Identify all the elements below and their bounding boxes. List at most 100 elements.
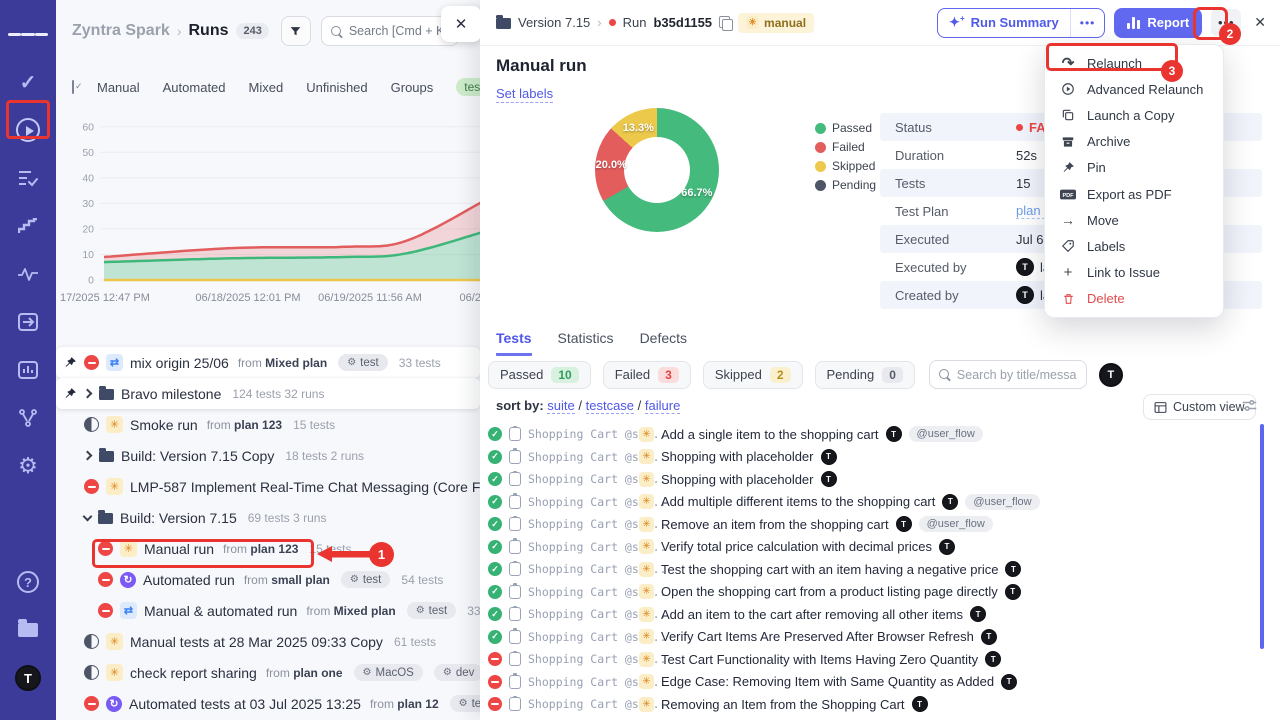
close-panel-button[interactable]: ✕ — [441, 6, 480, 42]
projects-folder-icon[interactable] — [8, 610, 48, 650]
run-list-item[interactable]: ✳ LMP-587 Implement Real-Time Chat Messag… — [56, 471, 480, 502]
folder-icon — [99, 386, 114, 400]
donut-percent-label: 66.7% — [681, 187, 713, 200]
run-name: Manual tests at 28 Mar 2025 09:33 Copy — [130, 633, 383, 650]
test-plans-icon[interactable] — [8, 158, 48, 198]
run-list-item[interactable]: ⇄ Manual & automated run from Mixed plan ⚙ t… — [56, 595, 480, 626]
run-list-item[interactable]: ✳ Manual tests at 28 Mar 2025 09:33 Copy 6… — [56, 626, 480, 657]
tab-defects[interactable]: Defects — [639, 330, 688, 346]
chevron-right-icon[interactable] — [82, 450, 93, 461]
pull-requests-icon[interactable] — [8, 302, 48, 342]
run-from-plan: from Mixed plan — [306, 603, 396, 618]
menu-item-delete[interactable]: Delete — [1045, 286, 1223, 312]
tab-statistics[interactable]: Statistics — [557, 330, 614, 346]
legend-label: Skipped — [832, 159, 876, 173]
menu-item-pin[interactable]: Pin — [1045, 155, 1223, 181]
sort-by-testcase[interactable]: testcase — [585, 398, 635, 414]
custom-view-button[interactable]: Custom view — [1143, 394, 1256, 420]
run-more-actions-button[interactable]: ••• — [1211, 9, 1242, 36]
run-list-item[interactable]: ⇄ mix origin 25/06 from Mixed plan ⚙ test 33 … — [56, 347, 480, 378]
pin-icon — [64, 356, 77, 369]
menu-item-export-pdf[interactable]: PDF Export as PDF — [1045, 181, 1223, 207]
select-runs-icon[interactable] — [72, 80, 83, 94]
view-settings-sliders-icon[interactable] — [1242, 399, 1257, 417]
runs-tab-groups[interactable]: Groups — [390, 79, 434, 95]
test-result-row[interactable]: ✓ Shopping Cart @sm... ✳ Add a single item … — [488, 423, 1258, 446]
test-result-row[interactable]: ✓ Shopping Cart @sm... ✳ Add multiple diffe… — [488, 491, 1258, 514]
runs-tab-automated[interactable]: Automated — [162, 79, 226, 95]
run-list-item[interactable]: Build: Version 7.15 Copy 18 tests 2 runs — [56, 440, 480, 471]
run-summary-more-button[interactable]: ••• — [1069, 8, 1105, 37]
runs-tab-mixed[interactable]: Mixed — [248, 79, 284, 95]
test-result-row[interactable]: ✓ Shopping Cart @sm... ✳ Open the shopping … — [488, 581, 1258, 604]
run-summary-button[interactable]: ✦+ Run Summary — [949, 14, 1059, 30]
menu-item-labels[interactable]: Labels — [1045, 233, 1223, 259]
menu-item-move[interactable]: → Move — [1045, 207, 1223, 233]
menu-item-link-issue[interactable]: + Link to Issue — [1045, 260, 1223, 286]
menu-item-archive[interactable]: Archive — [1045, 129, 1223, 155]
test-result-row[interactable]: ✓ Shopping Cart @sm... ✳ Shopping with plac… — [488, 468, 1258, 491]
test-result-row[interactable]: ✓ Shopping Cart @sm... ✳ Remove an item fro… — [488, 513, 1258, 536]
filter-button[interactable] — [280, 16, 311, 46]
run-list-item[interactable]: ↻ Automated run from small plan ⚙ test 54 tes… — [56, 564, 480, 595]
scrollbar[interactable] — [1260, 424, 1264, 649]
menu-item-launch-copy[interactable]: Launch a Copy — [1045, 102, 1223, 128]
in-progress-status-icon — [84, 417, 99, 432]
main-sidebar: ✓ ⚙ ? T — [0, 0, 56, 720]
legend-dot — [815, 122, 826, 134]
run-list-item[interactable]: ✳ Smoke run from plan 123 15 tests — [56, 409, 480, 440]
test-result-row[interactable]: ✓ Shopping Cart @sm... ✳ Shopping with plac… — [488, 446, 1258, 469]
breadcrumb-project[interactable]: Zyntra Spark — [72, 22, 170, 39]
suite-name: Shopping Cart @sm... — [528, 584, 667, 599]
filter-chip-passed[interactable]: Passed 10 — [488, 360, 591, 389]
milestones-steps-icon[interactable] — [8, 206, 48, 246]
menu-item-relaunch[interactable]: ↷ Relaunch — [1045, 50, 1223, 76]
runs-play-icon[interactable] — [8, 110, 48, 150]
test-result-row[interactable]: ✓ Shopping Cart @sm... ✳ Verify total price… — [488, 536, 1258, 559]
test-result-row[interactable]: ✓ Shopping Cart @sm... ✳ Test the shopping … — [488, 558, 1258, 581]
run-list-item[interactable]: Build: Version 7.15 69 tests 3 runs — [56, 502, 480, 533]
user-avatar[interactable]: T — [8, 658, 48, 698]
info-label: Executed — [895, 231, 950, 247]
tag-filter-pill[interactable]: tes — [456, 78, 480, 96]
test-result-row[interactable]: ✓ Shopping Cart @sm... ✳ Verify Cart Items … — [488, 626, 1258, 649]
chevron-down-icon[interactable] — [82, 511, 93, 521]
set-labels-link[interactable]: Set labels — [496, 86, 554, 103]
hamburger-menu-icon[interactable] — [8, 14, 48, 54]
settings-gear-icon[interactable]: ⚙ — [18, 453, 38, 478]
runs-tab-manual[interactable]: Manual — [97, 79, 140, 95]
analytics-icon[interactable] — [8, 350, 48, 390]
sort-by-failure[interactable]: failure — [644, 398, 681, 414]
filter-chip-failed[interactable]: Failed 3 — [602, 360, 691, 389]
report-button[interactable]: Report — [1114, 7, 1203, 38]
run-name: Build: Version 7.15 Copy — [121, 447, 275, 464]
runs-tab-unfinished[interactable]: Unfinished — [306, 79, 368, 95]
menu-item-advanced-relaunch[interactable]: Advanced Relaunch — [1045, 76, 1223, 102]
test-result-row[interactable]: Shopping Cart @sm... ✳ Removing an Item fr… — [488, 693, 1258, 716]
test-result-row[interactable]: ✓ Shopping Cart @sm... ✳ Add an item to the… — [488, 603, 1258, 626]
test-result-row[interactable]: Shopping Cart @sm... ✳ Edge Case: Removing… — [488, 671, 1258, 694]
failed-status-icon — [84, 355, 99, 370]
run-list-item[interactable]: Bravo milestone 124 tests 32 runs — [56, 378, 480, 409]
testcase-clipboard-icon — [509, 538, 521, 554]
filter-chip-skipped[interactable]: Skipped 2 — [702, 360, 803, 389]
sort-by-suite[interactable]: suite — [547, 398, 575, 414]
copy-run-id-icon[interactable] — [719, 16, 734, 31]
test-result-row[interactable]: Shopping Cart @sm... ✳ Test Cart Functiona… — [488, 648, 1258, 671]
close-detail-icon[interactable]: ✕ — [1254, 14, 1266, 30]
tests-check-icon[interactable]: ✓ — [19, 71, 37, 94]
breadcrumb-folder-name[interactable]: Version 7.15 — [518, 15, 591, 30]
runs-search-input[interactable] — [348, 24, 449, 38]
legend-label: Passed — [832, 121, 873, 135]
assignee-avatar[interactable]: T — [1098, 362, 1123, 387]
run-list-item[interactable]: ✳ Manual run from plan 123 15 tests — [56, 533, 480, 564]
run-list-item[interactable]: ↻ Automated tests at 03 Jul 2025 13:25 fro… — [56, 688, 480, 719]
run-list-item[interactable]: ✳ check report sharing from plan one ⚙ MacOS… — [56, 657, 480, 688]
pulse-activity-icon[interactable] — [8, 254, 48, 294]
chevron-right-icon[interactable] — [82, 388, 93, 399]
tab-tests[interactable]: Tests — [496, 330, 532, 356]
branches-icon[interactable] — [8, 398, 48, 438]
tests-search-input[interactable] — [956, 367, 1077, 382]
filter-chip-pending[interactable]: Pending 0 — [814, 360, 915, 389]
help-icon[interactable]: ? — [8, 562, 48, 602]
